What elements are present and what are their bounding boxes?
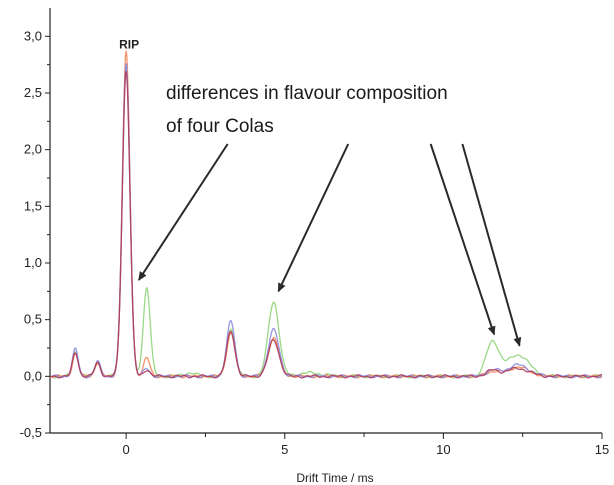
y-tick-label: 1,5 (24, 198, 42, 213)
annotation-arrow-4 (461, 143, 522, 347)
x-tick-label: 5 (281, 442, 288, 457)
annotation-arrow-1 (137, 143, 229, 281)
y-tick-label: 0,0 (24, 368, 42, 383)
x-tick-label: 15 (595, 442, 609, 457)
rip-peak-label: RIP (119, 37, 139, 51)
series-line-4 (49, 70, 603, 379)
y-tick-label: -0,5 (20, 425, 42, 440)
y-tick-label: 2,5 (24, 85, 42, 100)
y-tick-label: 3,0 (24, 28, 42, 43)
series-layer (49, 50, 603, 379)
series-line-3 (49, 63, 603, 379)
x-tick-label: 0 (123, 442, 130, 457)
annotation-text-line-2: of four Colas (166, 116, 274, 137)
annotation-layer (137, 143, 522, 347)
series-line-1 (49, 65, 603, 379)
y-tick-label: 2,0 (24, 142, 42, 157)
x-axis-title: Drift Time / ms (296, 471, 373, 485)
annotation-text-line-1: differences in flavour composition (166, 83, 448, 104)
ticks-layer: -0,5 0,0 0,5 1,0 1,5 2,0 2,5 3,0 0 5 10 15 (20, 28, 610, 457)
x-tick-label: 10 (436, 442, 450, 457)
plot-frame (49, 8, 602, 434)
y-tick-label: 1,0 (24, 255, 42, 270)
annotation-arrow-2 (277, 143, 350, 293)
annotation-arrow-3 (429, 143, 496, 336)
y-tick-label: 0,5 (24, 312, 42, 327)
